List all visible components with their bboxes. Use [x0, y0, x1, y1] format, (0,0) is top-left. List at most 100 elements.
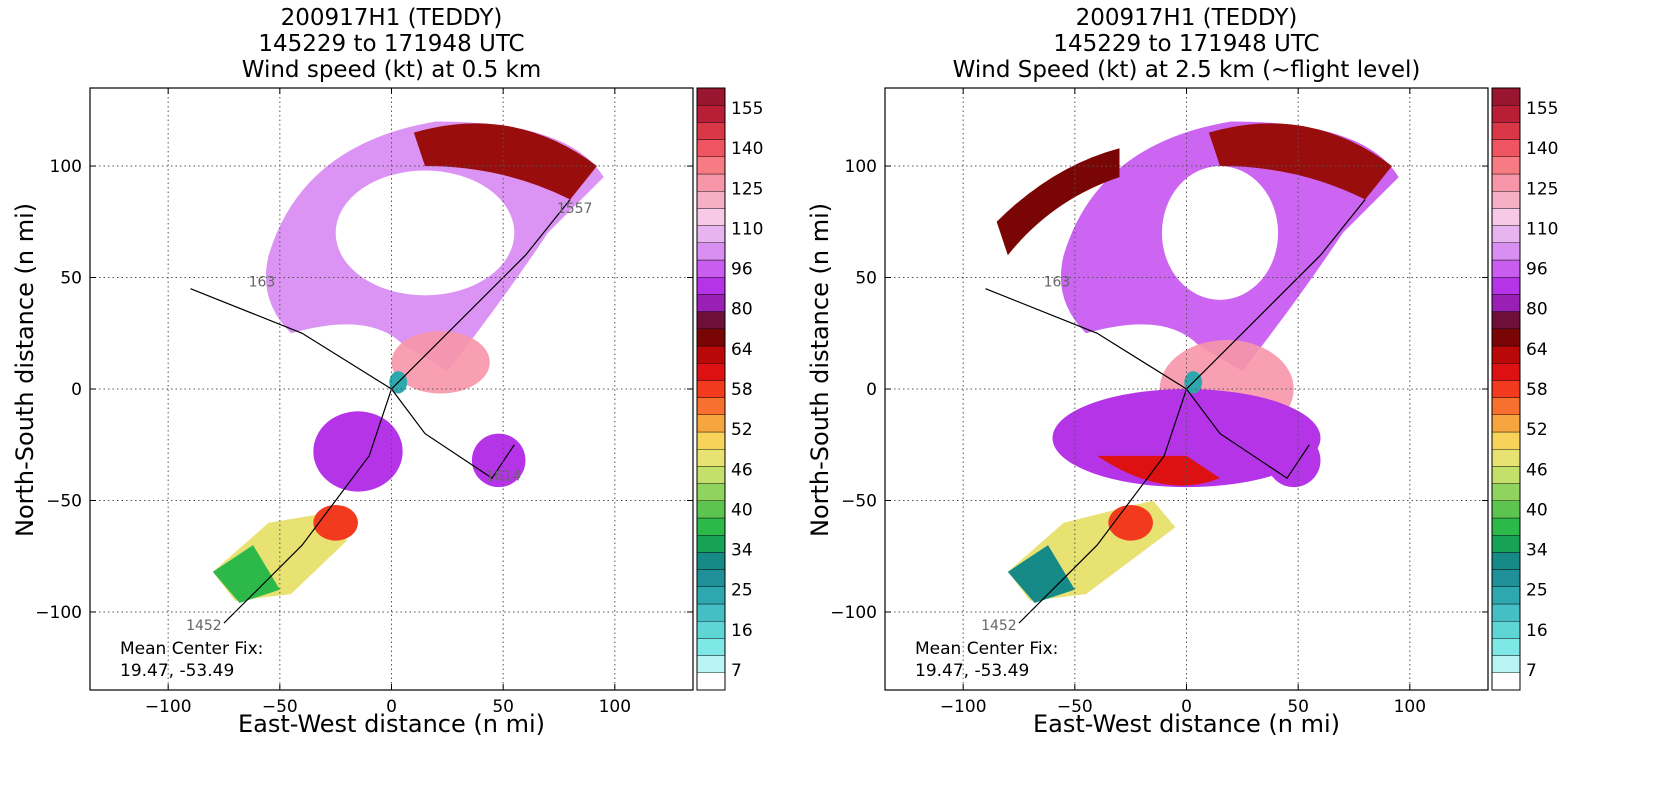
colorbar-tick-label: 96: [1526, 260, 1548, 280]
colorbar-bin: [696, 156, 726, 175]
colorbar-frame: [696, 87, 726, 691]
colorbar-bin: [1491, 104, 1521, 123]
title-line-2: 145229 to 171948 UTC: [1053, 31, 1320, 57]
y-tick-label: 100: [50, 157, 82, 177]
chart-title: 200917H1 (TEDDY) 145229 to 171948 UTC Wi…: [90, 5, 693, 83]
axis-ticks: −100 −50 0 50 100 −100 −50 0 50 100: [830, 88, 1488, 717]
y-tick-label: 100: [845, 157, 877, 177]
track-time-label: 1614: [485, 468, 521, 484]
colorbar-tick-label: 80: [731, 300, 753, 320]
colorbar-tick-label: 40: [1526, 500, 1548, 520]
colorbar-tick-label: 110: [1526, 219, 1558, 239]
colorbar-bin: [696, 122, 726, 140]
colorbar-tick-label: 40: [731, 500, 753, 520]
center-fix-label: Mean Center Fix:: [120, 639, 263, 659]
colorbar-bin: [696, 380, 726, 398]
colorbar-bin: [1491, 294, 1521, 312]
colorbar-bin: [1491, 208, 1521, 226]
y-tick-label: 50: [855, 269, 877, 289]
y-tick-label: 0: [866, 380, 877, 400]
colorbar-bin: [696, 139, 726, 158]
wind-region: [391, 331, 490, 394]
colorbar-bin: [696, 242, 726, 261]
track-time-label: 163: [1044, 274, 1071, 290]
colorbar-bin: [1491, 190, 1521, 209]
colorbar-bin: [696, 535, 726, 553]
wind-region: [212, 545, 280, 604]
x-tick-label: 50: [492, 697, 514, 717]
colorbar-bin: [696, 277, 726, 295]
colorbar-bin: [1491, 242, 1521, 261]
colorbar-bin: [696, 483, 726, 502]
wind-region: [313, 411, 403, 492]
colorbar-bin: [1491, 225, 1521, 244]
colorbar-bin: [1491, 156, 1521, 175]
colorbar-bin: [696, 466, 726, 484]
colorbar-bin: [1491, 397, 1521, 416]
track-line: [985, 288, 1310, 480]
colorbar-bin: [1491, 414, 1521, 433]
colorbar-tick-label: 25: [731, 581, 753, 601]
colorbar-tick-label: 52: [1526, 420, 1548, 440]
eye-region: [1161, 166, 1279, 300]
colorbar-bin: [1491, 277, 1521, 295]
colorbar-tick-label: 58: [1526, 380, 1548, 400]
colorbar-tick-label: 16: [1526, 621, 1548, 641]
colorbar-tick-label: 64: [1526, 340, 1548, 360]
wind-field: [212, 121, 604, 604]
colorbar-tick-label: 58: [731, 380, 753, 400]
colorbar-bin: [696, 397, 726, 416]
colorbar-bin: [1491, 638, 1521, 656]
colorbar-bin: [1491, 259, 1521, 278]
x-axis-label: East-West distance (n mi): [237, 710, 546, 738]
colorbar-tick-label: 140: [1526, 139, 1558, 159]
colorbar-tick-label: 25: [1526, 581, 1548, 601]
colorbar: 7 16 25 34 40 46 52 58 64 80 96 110 125 140 155: [1491, 87, 1558, 691]
colorbar-bin: [1491, 517, 1521, 536]
grid: [90, 88, 693, 690]
colorbar-tick-label: 46: [731, 460, 753, 480]
colorbar-bin: [696, 208, 726, 226]
colorbar-bin: [696, 345, 726, 364]
wind-region: [996, 148, 1120, 256]
center-fix-value: 19.47, -53.49: [915, 661, 1029, 681]
colorbar: 7 16 25 34 40 46 52 58 64 80 96 110 125 140 155: [696, 87, 763, 691]
colorbar-tick-label: 125: [731, 179, 763, 199]
colorbar-bin: [1491, 621, 1521, 639]
wind-region: [1266, 433, 1321, 488]
center-fix-label: Mean Center Fix:: [915, 639, 1058, 659]
colorbar-tick-label: 46: [1526, 460, 1548, 480]
colorbar-tick-label: 7: [1526, 661, 1537, 681]
colorbar-bin: [1491, 122, 1521, 140]
colorbar-bin: [1491, 603, 1521, 622]
colorbar-tick-label: 64: [731, 340, 753, 360]
title-line-2: 145229 to 171948 UTC: [258, 31, 525, 57]
colorbar-bin: [1491, 672, 1521, 691]
wind-region: [1108, 504, 1153, 541]
x-tick-label: 100: [1394, 697, 1426, 717]
colorbar-bin: [1491, 431, 1521, 450]
x-tick-label: −100: [940, 697, 987, 717]
track-time-label: 1452: [981, 618, 1017, 634]
colorbar-bin: [1491, 328, 1521, 347]
axis-ticks: −100 −50 0 50 100 −100 −50 0 50 100: [35, 88, 693, 717]
eye-region: [335, 170, 515, 296]
colorbar-tick-label: 125: [1526, 179, 1558, 199]
colorbar-bin: [696, 173, 726, 192]
x-axis-label: East-West distance (n mi): [1032, 710, 1341, 738]
colorbar-bin: [1491, 380, 1521, 398]
colorbar-bin: [696, 586, 726, 605]
colorbar-bin: [696, 311, 726, 330]
x-tick-label: 0: [386, 697, 397, 717]
x-tick-label: 100: [599, 697, 631, 717]
colorbar-bin: [696, 104, 726, 123]
colorbar-bin: [1491, 363, 1521, 381]
colorbar-bin: [696, 414, 726, 433]
x-tick-label: −50: [1057, 697, 1093, 717]
wind-region: [313, 504, 358, 541]
center-fix-value: 19.47, -53.49: [120, 661, 234, 681]
colorbar-bin: [1491, 345, 1521, 364]
x-tick-label: 0: [1181, 697, 1192, 717]
colorbar-tick-label: 80: [1526, 300, 1548, 320]
colorbar-bin: [1491, 173, 1521, 192]
